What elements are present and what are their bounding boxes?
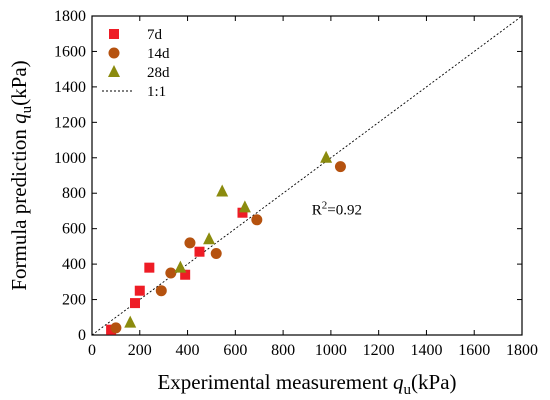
plot-frame [91, 15, 523, 336]
data-point-14d [251, 214, 263, 226]
y-tick-label: 0 [78, 327, 86, 344]
y-axis-title-main: Formula prediction [7, 124, 31, 291]
data-point-14d [110, 322, 122, 334]
legend-marker-7d [109, 29, 119, 39]
plot-area [91, 15, 523, 336]
legend-marker-28d [108, 65, 120, 77]
data-point-28d [216, 184, 229, 197]
legend: 7d 14d 28d 1:1 [102, 27, 170, 100]
data-point-28d [238, 200, 251, 213]
x-tick-label: 0 [88, 342, 96, 359]
data-point-14d [155, 285, 167, 297]
legend-label-1-1: 1:1 [147, 84, 166, 100]
data-point-14d [334, 161, 346, 173]
r-squared-value: =0.92 [327, 202, 362, 218]
r-squared-symbol: R [312, 202, 322, 218]
data-point-7d [237, 207, 248, 218]
r-squared-superscript: 2 [322, 199, 328, 211]
x-tick-label: 800 [271, 342, 295, 359]
y-tick-label: 400 [62, 256, 86, 273]
x-tick-label: 600 [223, 342, 247, 359]
y-axis-title-sub: u [19, 105, 35, 113]
axis-ticks: 0 200 400 600 800 1000 1200 1400 1600 1800 0 200 400… [54, 8, 538, 359]
legend-label-28d: 28d [147, 65, 170, 81]
y-tick-label: 600 [62, 221, 86, 238]
x-tick-label: 1200 [363, 342, 395, 359]
x-axis-title-main: Experimental measurement [157, 370, 393, 394]
x-tick-label: 1600 [458, 342, 490, 359]
y-tick-label: 1600 [54, 43, 86, 60]
x-tick-label: 1000 [315, 342, 347, 359]
x-axis-title-var: q [393, 370, 404, 394]
x-tick-label: 1800 [506, 342, 538, 359]
data-points [106, 150, 346, 335]
series-14d [110, 161, 346, 334]
data-point-7d [130, 298, 140, 309]
data-point-28d [174, 260, 187, 273]
data-point-7d [134, 285, 145, 296]
x-axis-title: Experimental measurement qu(kPa) [157, 370, 456, 398]
data-point-7d [144, 262, 155, 273]
y-axis-title-var: q [7, 113, 31, 124]
y-axis-title: Formula prediction qu(kPa) [7, 60, 35, 290]
legend-marker-14d [108, 47, 120, 59]
data-point-28d [203, 232, 216, 245]
y-tick-label: 1800 [54, 8, 86, 25]
y-tick-label: 1400 [54, 79, 86, 96]
r-squared-annotation: R2=0.92 [312, 199, 362, 218]
data-point-14d [184, 237, 196, 249]
y-tick-label: 200 [62, 292, 86, 309]
y-tick-label: 1000 [54, 150, 86, 167]
data-point-14d [210, 247, 222, 259]
data-point-14d [165, 267, 177, 279]
x-tick-label: 400 [176, 342, 200, 359]
x-axis-title-sub: u [404, 382, 412, 398]
data-point-7d [180, 269, 191, 280]
y-axis-title-unit: (kPa) [7, 60, 31, 106]
data-point-28d [124, 315, 137, 328]
x-axis-title-unit: (kPa) [411, 370, 457, 394]
reference-line-layer [91, 15, 523, 336]
reference-line-1-1 [91, 15, 523, 336]
legend-label-14d: 14d [147, 46, 170, 62]
x-tick-label: 200 [128, 342, 152, 359]
y-tick-label: 800 [62, 185, 86, 202]
legend-label-7d: 7d [147, 27, 163, 43]
series-28d [124, 150, 333, 328]
x-tick-label: 1400 [410, 342, 442, 359]
y-tick-label: 1200 [54, 114, 86, 131]
data-point-28d [320, 150, 333, 163]
data-point-7d [194, 246, 205, 257]
